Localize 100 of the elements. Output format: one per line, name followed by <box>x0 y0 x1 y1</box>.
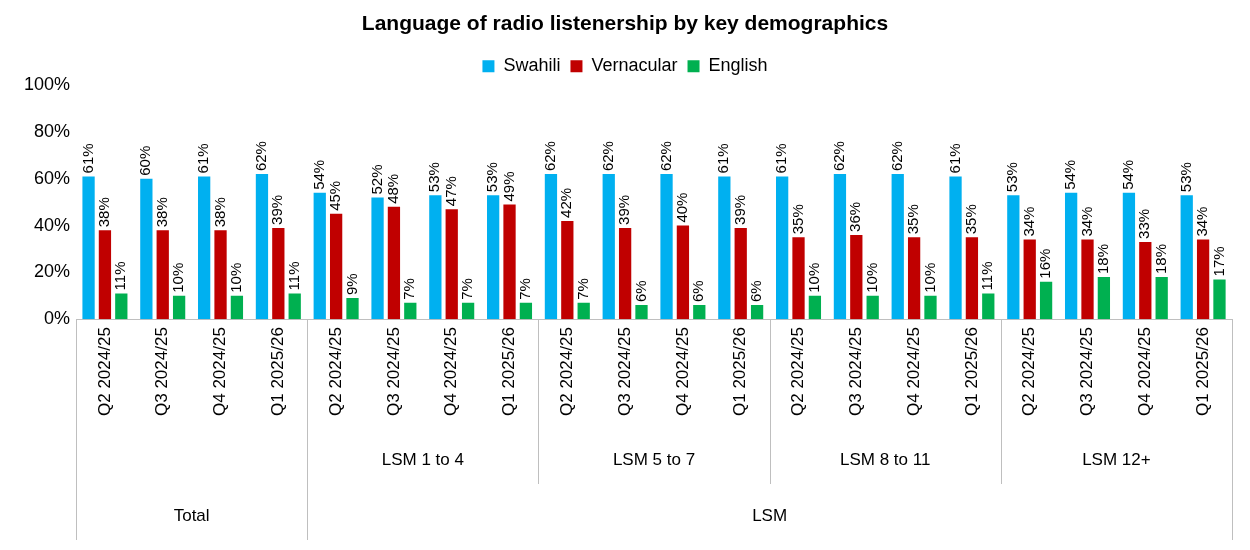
data-label: 10% <box>227 262 245 293</box>
data-label: 11% <box>978 261 996 291</box>
legend-label: English <box>708 55 768 76</box>
data-label: 9% <box>342 273 360 296</box>
bar <box>1180 195 1193 320</box>
bar <box>544 174 558 320</box>
data-label: 10% <box>805 262 823 293</box>
data-label: 53% <box>1003 162 1021 193</box>
x-tick-label: Q4 2024/25 <box>903 327 923 417</box>
bar <box>404 302 417 320</box>
data-label: 38% <box>95 197 113 228</box>
data-label: 62% <box>541 141 559 172</box>
data-label: 47% <box>441 176 459 207</box>
data-label: 38% <box>210 197 228 228</box>
x-tick-label: Q2 2024/25 <box>788 327 808 417</box>
x-tick-label: Q3 2024/25 <box>614 327 634 417</box>
bar <box>1122 192 1136 320</box>
y-tick-label: 40% <box>34 214 71 235</box>
bar <box>1023 239 1036 320</box>
bar <box>833 174 847 320</box>
x-tick-label: Q1 2025/26 <box>1192 327 1212 417</box>
bar <box>866 295 879 320</box>
data-label: 54% <box>309 159 327 190</box>
bar <box>924 295 937 320</box>
bar <box>230 295 244 320</box>
data-label: 61% <box>194 143 212 174</box>
data-label: 6% <box>631 280 649 303</box>
y-tick-label: 20% <box>34 261 71 282</box>
x-tick-label: Q1 2025/26 <box>268 327 288 417</box>
data-label: 53% <box>1176 162 1194 193</box>
data-label: 7% <box>400 278 418 300</box>
x-tick-label: Q1 2025/26 <box>499 327 519 417</box>
bar <box>660 174 673 320</box>
data-label: 54% <box>1119 159 1137 190</box>
bar <box>718 176 731 320</box>
data-label: 53% <box>483 162 501 193</box>
y-tick-label: 80% <box>34 120 71 141</box>
x-tick-label: Q3 2024/25 <box>383 327 403 417</box>
bar <box>255 174 269 320</box>
bar <box>982 293 995 320</box>
x-tick-label: Q4 2024/25 <box>210 327 230 417</box>
data-label: 45% <box>326 180 344 211</box>
data-label: 11% <box>284 261 302 291</box>
bar <box>602 174 615 320</box>
bar <box>676 225 690 320</box>
bar <box>172 295 186 320</box>
data-label: 18% <box>1151 244 1169 275</box>
data-label: 62% <box>830 141 848 172</box>
bar <box>618 227 632 320</box>
bar <box>461 302 475 320</box>
legend-label: Vernacular <box>591 55 678 76</box>
data-label: 17% <box>1209 246 1227 277</box>
bar <box>1081 239 1094 320</box>
bar <box>329 213 343 320</box>
data-label: 35% <box>962 204 980 235</box>
bar <box>792 237 805 320</box>
data-label: 62% <box>598 141 616 172</box>
data-label: 49% <box>499 171 517 202</box>
data-label: 34% <box>1077 206 1095 237</box>
bar <box>907 237 921 320</box>
bar <box>98 230 112 320</box>
data-label: 61% <box>945 143 963 174</box>
data-label: 62% <box>656 141 674 172</box>
bar <box>965 237 979 320</box>
y-tick-label: 100% <box>23 74 71 95</box>
data-label: 10% <box>862 262 880 293</box>
y-tick-label: 60% <box>34 167 71 188</box>
data-label: 16% <box>1036 248 1054 279</box>
data-label: 62% <box>887 141 905 172</box>
bar <box>1155 277 1168 320</box>
data-label: 7% <box>573 278 591 300</box>
x-tick-label: Q4 2024/25 <box>441 327 461 417</box>
bar <box>891 174 904 320</box>
bar <box>635 305 648 320</box>
data-label: 35% <box>788 204 806 235</box>
bar <box>445 209 458 320</box>
bar <box>387 206 401 320</box>
data-label: 60% <box>136 145 154 176</box>
data-label: 39% <box>730 194 748 225</box>
data-label: 61% <box>78 143 96 174</box>
bar <box>693 305 706 320</box>
data-label: 7% <box>458 278 476 300</box>
chart-title: Language of radio listenership by key demographics <box>361 11 889 35</box>
data-label: 40% <box>673 192 691 223</box>
bar <box>1196 239 1210 320</box>
data-label: 61% <box>714 143 732 174</box>
bar <box>577 302 590 320</box>
data-label: 54% <box>1061 159 1079 190</box>
bar <box>776 176 789 320</box>
bar <box>82 176 95 320</box>
data-label: 35% <box>904 204 922 235</box>
data-label: 11% <box>111 261 129 291</box>
bar <box>371 197 384 320</box>
bar <box>808 295 822 320</box>
bar <box>487 195 500 320</box>
text: LSM 8 to 11 <box>840 449 931 469</box>
legend-label: Swahili <box>503 55 561 76</box>
x-tick-label: Q1 2025/26 <box>730 327 750 417</box>
data-label: 33% <box>1135 208 1153 239</box>
text: Total <box>173 505 210 525</box>
